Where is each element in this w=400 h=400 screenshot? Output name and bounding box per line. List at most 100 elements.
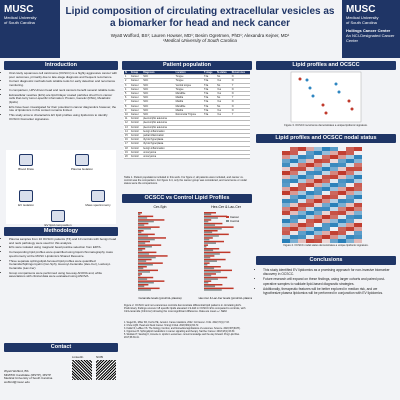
heat-cell [298, 159, 306, 163]
bar-decor [204, 266, 221, 268]
bar-decor [204, 271, 221, 273]
point-decor [308, 86, 312, 90]
table-cell: T4a [203, 112, 217, 118]
table-row: 8 Cancer SCC Mandible T4a No N [124, 104, 250, 109]
method-text: Plasma samples from 10 OCSCC patients (T… [4, 237, 118, 280]
table-cell [216, 150, 231, 156]
profile-charts: Cer-Sph Ceramide levels (pmol/mL plasma) H… [138, 205, 252, 300]
table-cell: N [230, 74, 250, 80]
heat-cell [338, 171, 346, 175]
heat-cell [306, 151, 314, 155]
column-header: Recurrence [230, 71, 250, 76]
heat-cell [306, 171, 314, 175]
reference: 4. Ogretmen B. Sphingolipid metabolism i… [124, 330, 235, 333]
heat-cell [314, 195, 322, 199]
bar-decor [204, 228, 222, 230]
table-cell: Mandible [174, 104, 204, 109]
heat-cell [354, 231, 362, 235]
heat-cell [354, 207, 362, 211]
table-cell [174, 146, 204, 151]
bar-decor [204, 258, 226, 261]
table-cell: 14 [124, 129, 130, 135]
bar-decor [204, 253, 220, 255]
heat-cell [306, 163, 314, 167]
heat-cell [306, 187, 314, 191]
bullet: Plasma samples from 10 OCSCC patients (T… [9, 237, 118, 245]
heat-cell [330, 215, 338, 219]
heat-cell [354, 235, 362, 239]
table-cell: T4a [203, 108, 217, 114]
heat-cell [298, 239, 306, 243]
conclusion-text: This study identified EV lipidomics as a… [258, 268, 394, 296]
heat-cell [314, 191, 322, 195]
table-cell [174, 116, 204, 122]
heat-cell [314, 171, 322, 175]
table-cell [216, 116, 231, 122]
table-cell: T4a [203, 91, 217, 97]
heat-cell [282, 223, 290, 227]
heat-cell [346, 239, 354, 243]
header: Lipid composition of circulating extrace… [62, 6, 338, 43]
bar-decor [204, 238, 210, 241]
table-row: 1 Cancer SCC Tongue T4a No N [124, 74, 250, 80]
table-cell: Control [129, 141, 143, 147]
table-cell [230, 133, 250, 139]
table-cell: SCC [142, 112, 175, 118]
heat-cell [346, 199, 354, 203]
heat-cell [314, 167, 322, 171]
heat-cell [282, 191, 290, 195]
heat-cell [330, 227, 338, 231]
heat-cell [354, 151, 362, 155]
heat-cell [322, 203, 330, 207]
heat-cell [290, 179, 298, 183]
bar-decor [204, 226, 234, 228]
table-cell: Control [129, 146, 143, 151]
caption: Figure 2. OCSCC and non-cancerous contro… [124, 304, 246, 314]
bar-decor [204, 224, 216, 226]
table-cell [174, 154, 204, 160]
point-decor [321, 103, 325, 107]
table-cell: Yes [216, 112, 231, 118]
heat-cell [282, 171, 290, 175]
table-cell: N [230, 108, 250, 114]
heat-cell [290, 167, 298, 171]
heat-cell [306, 207, 314, 211]
bar-decor [204, 222, 223, 225]
table-row: 4 Cancer SCC Tongue T4a Yes N [124, 87, 250, 93]
logo-text: MUSC [346, 4, 376, 15]
heat-cell [346, 207, 354, 211]
section-heading: Methodology [4, 227, 118, 236]
heat-cell [330, 159, 338, 163]
heat-cell [346, 183, 354, 187]
heat-cell [282, 235, 290, 239]
workflow-step: Plasma Isolation [66, 154, 98, 171]
bar-decor [204, 237, 213, 239]
table-cell [216, 125, 231, 130]
heat-cell [330, 207, 338, 211]
bar-decor [138, 237, 166, 239]
heat-cell [298, 211, 306, 215]
heat-cell [298, 163, 306, 167]
table-cell: SCC [142, 74, 175, 80]
step-icon [19, 190, 33, 202]
table-cell: pleomorphic adenoma [142, 120, 175, 126]
table-cell: Control [129, 137, 143, 143]
table-cell [216, 137, 231, 143]
bar-decor [138, 226, 160, 228]
table-header: N Group Diagnosis Location T-stage N-status Re… [124, 71, 250, 76]
heat-cell [322, 163, 330, 167]
table-cell: thyroid hyperplasia [142, 137, 175, 143]
heat-cell [306, 203, 314, 207]
heat-cell [306, 183, 314, 187]
heat-cell [298, 175, 306, 179]
heat-cell [338, 191, 346, 195]
bar-decor [138, 248, 146, 250]
reference: 1. Siegel RL, Miller KD, Fuchs HE, Jemal… [124, 322, 230, 324]
heat-cell [330, 235, 338, 239]
table-cell: T4a [203, 95, 217, 101]
bar-decor [138, 276, 154, 279]
column-header: Group [129, 71, 143, 76]
legend-swatch [226, 216, 229, 218]
heat-cell [346, 155, 354, 159]
heat-cell [306, 191, 314, 195]
